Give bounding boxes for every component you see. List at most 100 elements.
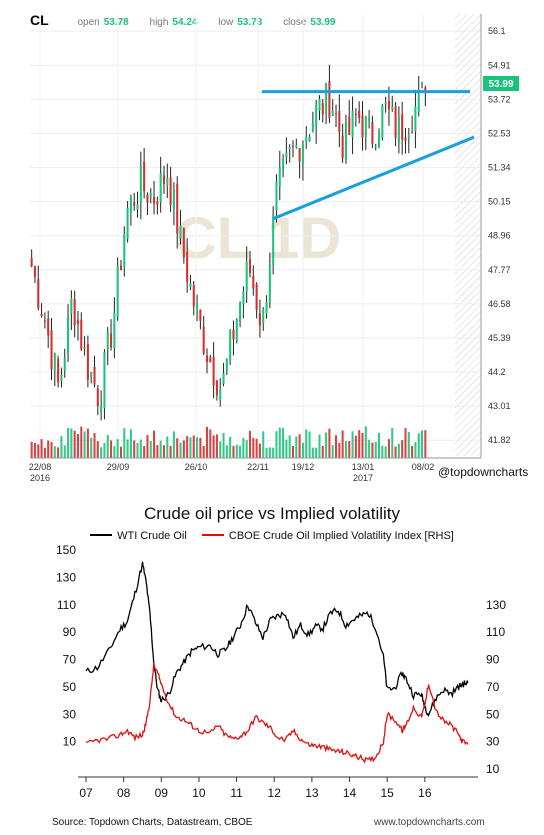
close-label: close — [283, 17, 307, 28]
candle-body — [371, 122, 374, 144]
y-left-tick-label: 150 — [56, 543, 76, 557]
candle-body — [384, 102, 387, 105]
candle-body — [358, 110, 361, 119]
volume-bar — [378, 432, 381, 458]
candle-body — [298, 148, 301, 162]
candle-body — [308, 136, 311, 142]
volume-bar — [83, 431, 86, 458]
x-tick-label: 19/12 — [292, 462, 315, 472]
volume-bar — [90, 437, 93, 458]
line-chart: 150 130 110 90 70 50 30 10 130 110 90 70 50 30 10 07 0… — [56, 543, 506, 800]
candle-body — [222, 373, 225, 384]
candle-body — [116, 265, 119, 317]
chart-title: Crude oil price vs Implied volatility — [143, 504, 401, 523]
volume-bar — [199, 437, 202, 458]
candle-body — [252, 275, 255, 289]
candle-body — [275, 181, 278, 211]
volume-bar — [162, 445, 166, 458]
candle-body — [378, 134, 381, 147]
volume-bar — [311, 447, 314, 458]
volume-bar — [368, 439, 371, 458]
volume-bar — [196, 437, 199, 458]
candle-body — [40, 313, 43, 317]
candle-body — [331, 111, 334, 116]
candle-body — [368, 118, 371, 121]
volume-bar — [305, 429, 308, 458]
candle-body — [63, 357, 66, 371]
website-credit: www.topdowncharts.com — [374, 817, 485, 828]
candle-body — [209, 357, 212, 363]
candle-body — [156, 201, 159, 205]
volume-bar — [262, 431, 265, 458]
candle-body — [318, 98, 321, 111]
volume-bar — [364, 426, 367, 458]
candle-body — [199, 309, 202, 321]
candle-body — [328, 81, 331, 118]
candle-body — [288, 147, 291, 149]
candle-body — [311, 123, 314, 133]
candle-body — [205, 355, 209, 362]
volume-bar — [182, 440, 185, 458]
x-tick-label: 22/11 — [247, 462, 269, 472]
candle-body — [381, 105, 384, 138]
y-tick-label: 50.15 — [488, 197, 511, 207]
volume-bar — [354, 435, 357, 458]
volume-bar — [275, 431, 278, 458]
candle-body — [189, 282, 192, 288]
candle-body — [225, 358, 228, 371]
volume-bar — [80, 426, 83, 458]
candle-body — [411, 132, 414, 134]
candle-body — [47, 318, 50, 336]
volume-bar — [285, 439, 288, 458]
candle-body — [133, 202, 136, 207]
volume-bar — [232, 446, 235, 458]
x-tick-label: 13 — [305, 786, 319, 800]
chart-legend: WTI Crude Oil CBOE Crude Oil Implied Vol… — [0, 530, 544, 542]
x-tick-label: 16 — [418, 786, 432, 800]
support-trendline — [272, 135, 475, 221]
candle-body — [272, 213, 275, 266]
volume-bar — [401, 440, 404, 458]
volume-bar — [414, 442, 417, 458]
ticker-symbol: CL — [30, 12, 49, 28]
volume-bar — [222, 433, 225, 458]
candle-body — [295, 145, 298, 148]
candle-body — [387, 101, 390, 110]
y-tick-label: 54.91 — [488, 60, 511, 70]
volume-bar — [338, 442, 341, 458]
x-year-label: 2016 — [30, 473, 50, 483]
candle-body — [86, 344, 89, 380]
price-tag-box — [483, 76, 519, 91]
volume-bar — [374, 441, 377, 458]
candle-body — [106, 332, 109, 350]
y-tick-label: 52.53 — [488, 128, 511, 138]
candle-body — [374, 146, 377, 148]
candlestick-chart: CL 1D 56.154.9153.7252.5351.3450.1548.96… — [29, 14, 519, 483]
candle-body — [143, 161, 146, 192]
candle-body — [146, 194, 149, 203]
candle-body — [255, 284, 258, 310]
candle-body — [93, 366, 96, 385]
y-left-tick-label: 50 — [63, 680, 77, 694]
volume-bar — [209, 429, 212, 458]
candle-body — [179, 225, 182, 239]
volume-bar — [268, 447, 271, 458]
volume-bar — [351, 431, 354, 458]
volume-bar — [384, 446, 387, 458]
ohlc-header: CL open 53.78 high 54.24 low 53.73 close 53.… — [30, 12, 353, 28]
y-tick-label: 53.72 — [488, 94, 511, 104]
candle-body — [424, 87, 427, 92]
candle-body — [57, 358, 60, 383]
y-right-tick-label: 90 — [486, 653, 500, 667]
candle-body — [186, 252, 189, 283]
candle-body — [361, 115, 364, 138]
volume-bar — [344, 441, 347, 458]
candle-body — [229, 330, 232, 361]
volume-bar — [272, 447, 275, 458]
candle-body — [417, 89, 420, 112]
close-value: 53.99 — [310, 17, 336, 28]
legend-vol-label: CBOE Crude Oil Implied Volatility Index … — [228, 530, 454, 542]
volume-bar — [100, 447, 103, 458]
volume-bar — [315, 447, 318, 458]
candle-body — [43, 320, 46, 322]
